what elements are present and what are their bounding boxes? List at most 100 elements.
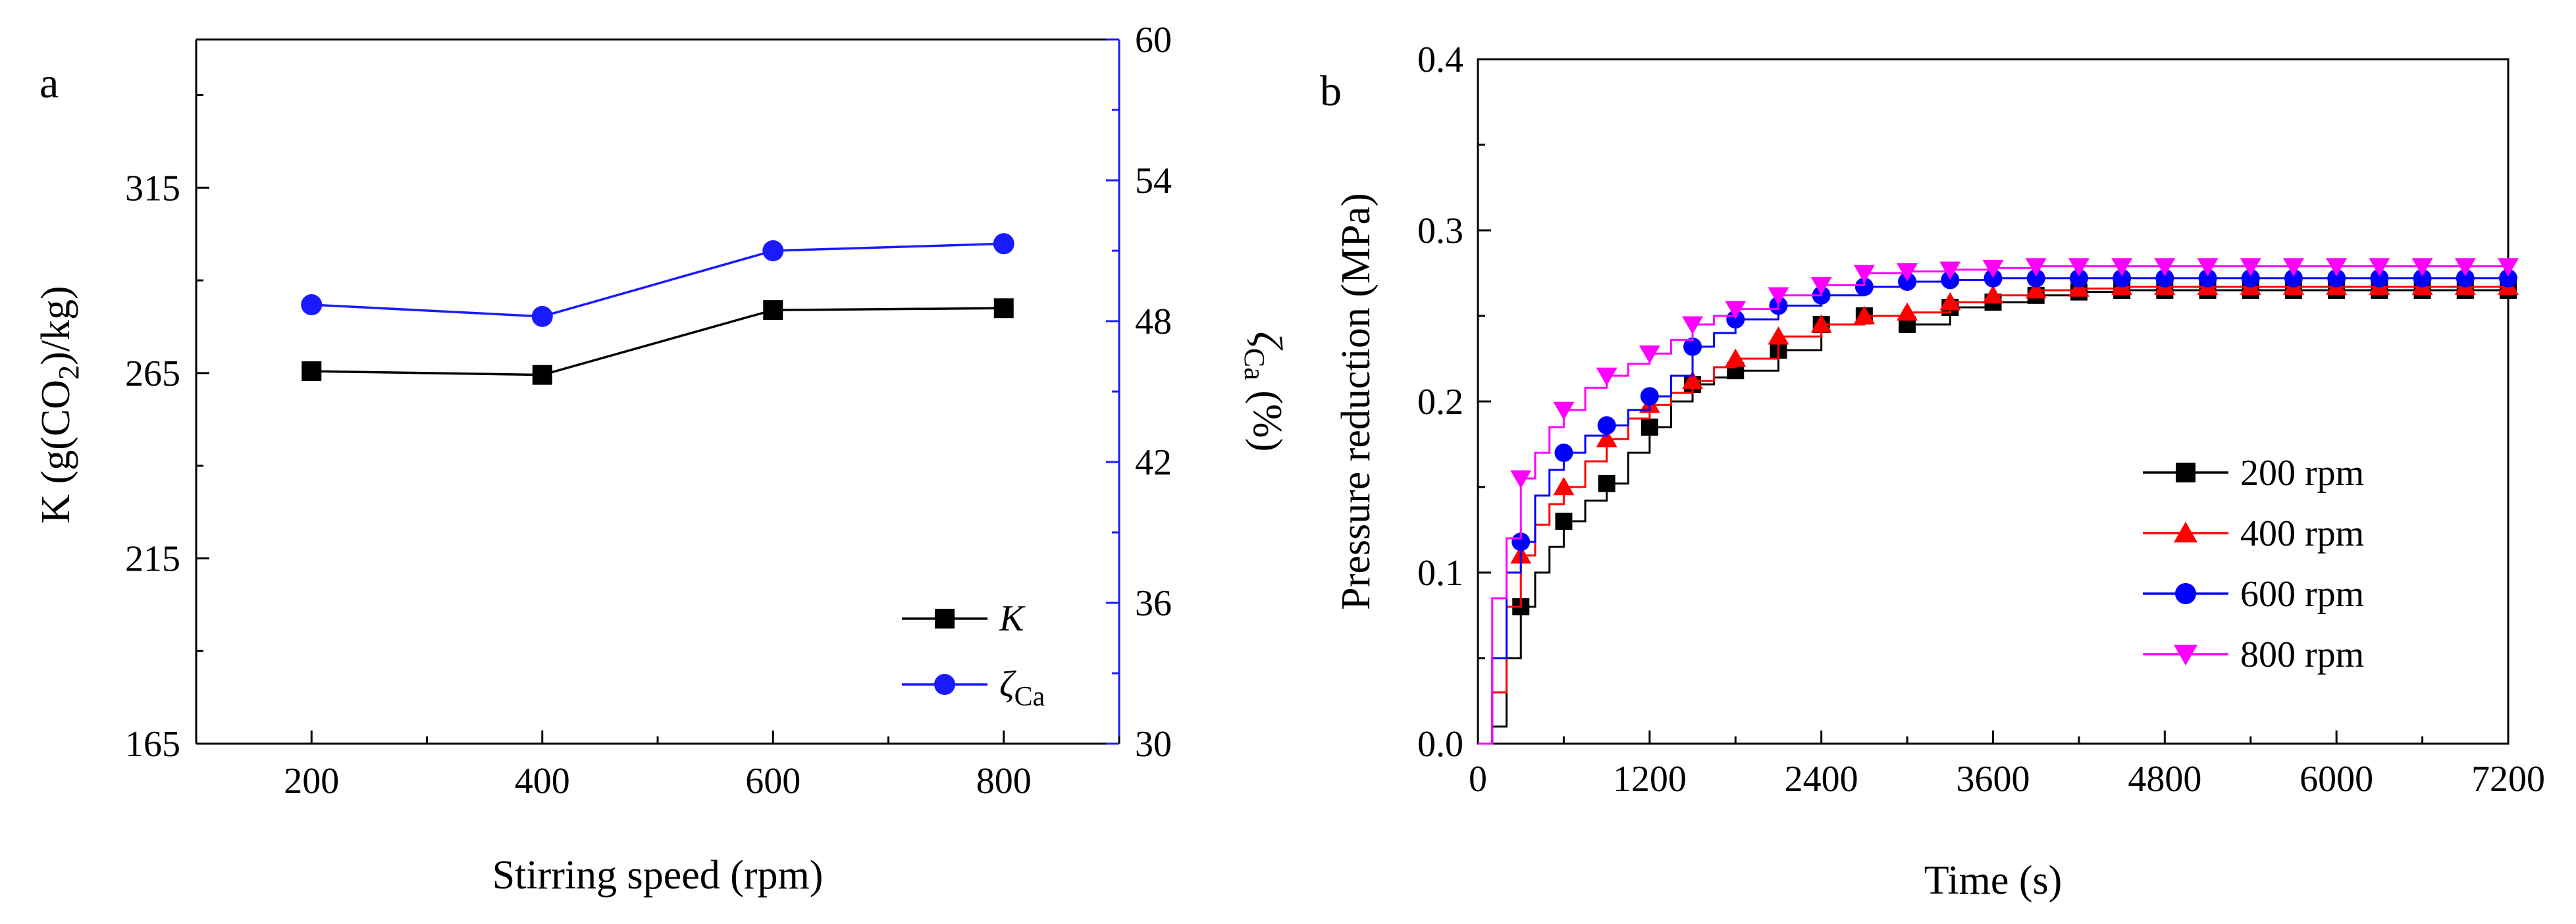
legend-label: 200 rpm: [2240, 453, 2364, 494]
data-point: [1511, 532, 1531, 552]
data-point: [532, 365, 552, 385]
legend-marker: [2176, 463, 2195, 482]
data-point: [2282, 258, 2304, 276]
data-point: [2240, 258, 2261, 276]
data-point: [2326, 258, 2348, 276]
data-point: [1853, 305, 1875, 324]
data-point: [1683, 337, 1702, 356]
data-point: [763, 300, 783, 321]
data-point: [1554, 444, 1573, 462]
data-point: [2025, 280, 2047, 299]
data-point: [2456, 269, 2475, 288]
data-point: [1939, 292, 1961, 311]
data-point: [2284, 269, 2303, 288]
y-right-tick-label: 36: [1135, 583, 1172, 624]
data-point: [1641, 419, 1658, 436]
panel-label: a: [39, 59, 59, 107]
legend-marker: [935, 609, 955, 629]
legend-label: ζCa: [999, 664, 1045, 712]
data-point: [993, 298, 1014, 319]
y-left-tick-label: 215: [125, 538, 180, 579]
data-point: [1854, 277, 1874, 296]
data-point: [2197, 258, 2219, 276]
y-left-tick-label: 265: [125, 353, 180, 394]
data-point: [302, 361, 322, 382]
data-point: [993, 233, 1014, 255]
data-point: [1725, 301, 1747, 319]
legend-marker: [2174, 521, 2197, 543]
data-point: [1640, 387, 1659, 406]
data-point: [762, 240, 784, 261]
x-axis-title: Stirring speed (rpm): [492, 853, 824, 898]
data-point: [1897, 263, 1918, 282]
data-point: [1597, 416, 1616, 435]
data-point: [1725, 348, 1747, 367]
data-point: [1510, 470, 1532, 489]
data-point: [1982, 259, 2004, 278]
data-point: [531, 305, 553, 327]
x-tick-label: 2400: [1785, 759, 1858, 800]
legend-label: 800 rpm: [2240, 634, 2364, 675]
series-line: [1478, 265, 2508, 745]
y-right-axis-title: ζCa (%): [1238, 332, 1290, 451]
data-point: [2068, 258, 2090, 276]
data-point: [1982, 285, 2004, 304]
x-tick-label: 6000: [2300, 759, 2373, 800]
data-point: [2155, 269, 2174, 288]
y-tick-label: 0.3: [1417, 211, 1463, 251]
x-axis-title: Time (s): [1924, 858, 2063, 903]
data-point: [2113, 269, 2132, 288]
x-tick-label: 1200: [1613, 759, 1687, 800]
y-right-tick-label: 42: [1135, 442, 1172, 483]
data-point: [2411, 258, 2433, 276]
y-left-tick-label: 165: [125, 724, 180, 765]
y-tick-label: 0.2: [1417, 382, 1463, 423]
data-point: [1898, 272, 1917, 291]
data-point: [2370, 269, 2389, 288]
data-point: [1897, 302, 1918, 321]
x-tick-label: 200: [284, 761, 339, 802]
data-point: [1768, 287, 1789, 306]
data-point: [2111, 258, 2133, 276]
data-point: [1939, 261, 1961, 280]
data-point: [2454, 258, 2476, 276]
data-point: [2498, 258, 2519, 276]
legend-label: 400 rpm: [2240, 513, 2364, 554]
x-tick-label: 600: [745, 761, 801, 802]
data-point: [2154, 258, 2176, 276]
y-right-tick-label: 60: [1135, 20, 1172, 61]
data-point: [1768, 326, 1789, 345]
y-right-tick-label: 30: [1135, 724, 1172, 765]
x-tick-label: 3600: [1957, 759, 2030, 800]
data-point: [1596, 367, 1617, 386]
y-right-tick-label: 48: [1135, 301, 1172, 342]
y-tick-label: 0.4: [1417, 39, 1463, 80]
data-point: [2241, 269, 2260, 288]
legend-label: K: [999, 598, 1026, 639]
data-point: [1810, 314, 1832, 333]
data-point: [1555, 513, 1573, 530]
legend-marker: [2174, 644, 2197, 666]
data-point: [2198, 269, 2217, 288]
data-point: [1853, 265, 1875, 284]
data-point: [2026, 269, 2045, 288]
series-line: [1478, 277, 2508, 745]
x-tick-label: 4800: [2128, 759, 2201, 800]
x-tick-label: 400: [515, 761, 570, 802]
x-tick-label: 7200: [2471, 759, 2545, 800]
data-point: [2369, 258, 2390, 276]
data-point: [1639, 345, 1660, 364]
legend-marker: [934, 674, 955, 695]
data-point: [1726, 310, 1745, 329]
y-left-tick-label: 315: [125, 168, 180, 209]
data-point: [1596, 428, 1617, 448]
x-tick-label: 0: [1469, 759, 1487, 800]
panel-b-chart: 0 1200 2400 3600 4800 6000 7200 0.0 0.1 0.2 0.3 0.4…: [1320, 39, 2545, 903]
data-point: [301, 294, 323, 316]
data-point: [2413, 269, 2432, 288]
data-point: [1682, 371, 1704, 390]
legend-label: 600 rpm: [2240, 574, 2364, 615]
y-right-tick-label: 54: [1135, 161, 1172, 201]
y-tick-label: 0.1: [1417, 553, 1463, 594]
